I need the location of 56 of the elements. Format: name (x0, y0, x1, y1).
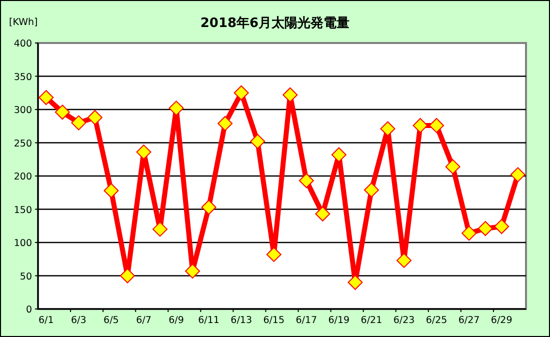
x-tick-label: 6/23 (393, 315, 415, 326)
point (87, 110, 102, 125)
point (494, 219, 510, 234)
point (510, 167, 526, 182)
point (429, 118, 444, 133)
point (478, 221, 493, 236)
x-tick-label: 6/27 (458, 315, 480, 326)
point (266, 246, 282, 262)
x-tick-label: 6/11 (198, 315, 220, 326)
x-tick-label: 6/3 (71, 315, 86, 326)
point (104, 183, 119, 198)
point (445, 159, 460, 174)
y-tick-label: 150 (14, 204, 32, 216)
point (412, 118, 428, 133)
chart-title: 2018年6月太陽光発電量 (200, 16, 350, 31)
point (396, 252, 412, 268)
y-tick-label: 100 (14, 238, 32, 249)
x-tick-label: 6/25 (426, 315, 448, 326)
point (185, 264, 200, 279)
x-tick-label: 6/19 (328, 315, 350, 326)
y-tick-label: 300 (14, 105, 32, 116)
y-tick-label: 250 (14, 138, 32, 150)
y-axis-title: [KWh] (9, 17, 38, 28)
point (315, 206, 330, 222)
point (54, 104, 70, 120)
point (136, 144, 152, 160)
point (331, 147, 346, 162)
y-tick-label: 350 (14, 72, 32, 83)
x-tick-label: 6/7 (136, 315, 152, 326)
point (168, 100, 184, 116)
x-tick-label: 6/17 (296, 315, 318, 326)
x-tick-label: 6/9 (168, 315, 184, 326)
x-tick-label: 6/5 (104, 315, 119, 326)
point (364, 182, 379, 198)
y-tick-label: 200 (14, 172, 32, 182)
x-tick-label: 6/1 (38, 315, 54, 326)
x-tick-label: 6/15 (263, 315, 285, 326)
x-tick-label: 6/29 (490, 315, 512, 326)
point (298, 173, 314, 188)
point (380, 121, 396, 136)
point (250, 134, 266, 149)
y-tick-label: 50 (20, 271, 32, 282)
x-tick-label: 6/21 (360, 315, 382, 326)
point (282, 87, 298, 102)
point (152, 222, 168, 237)
y-tick-label: 0 (26, 304, 32, 316)
point (201, 200, 216, 215)
y-tick-label: 400 (14, 38, 32, 50)
point (234, 85, 249, 100)
point (218, 116, 233, 131)
point (462, 226, 477, 241)
point (71, 115, 86, 130)
point (120, 268, 135, 284)
x-tick-label: 6/13 (230, 315, 252, 326)
point (348, 274, 363, 290)
point (38, 90, 54, 106)
